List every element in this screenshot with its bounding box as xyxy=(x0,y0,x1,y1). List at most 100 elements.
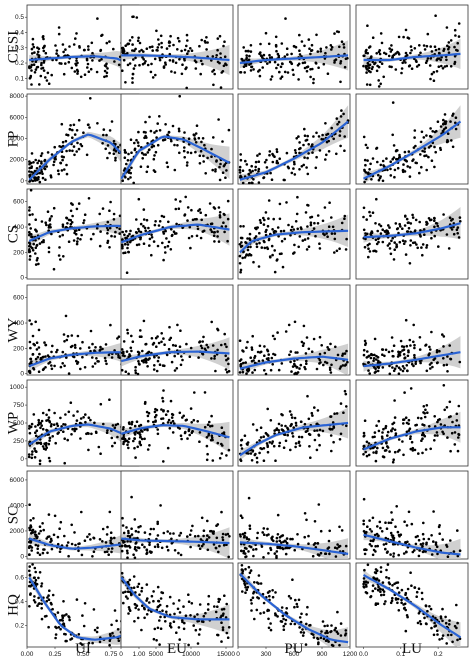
scatter-point xyxy=(214,546,218,550)
scatter-point xyxy=(28,574,32,577)
scatter-point xyxy=(241,181,245,185)
scatter-point xyxy=(428,345,431,349)
scatter-point xyxy=(248,527,252,530)
scatter-point xyxy=(433,621,436,625)
scatter-point xyxy=(365,218,369,221)
scatter-point xyxy=(211,168,214,172)
scatter-point xyxy=(384,547,387,551)
scatter-point xyxy=(61,362,64,365)
scatter-point xyxy=(442,432,445,436)
scatter-point xyxy=(131,72,135,76)
scatter-point xyxy=(71,149,74,153)
scatter-point xyxy=(52,206,56,210)
scatter-point xyxy=(426,57,430,60)
scatter-point xyxy=(446,555,450,558)
scatter-point xyxy=(390,511,393,514)
scatter-point xyxy=(442,213,445,216)
scatter-point xyxy=(251,169,254,173)
scatter-point xyxy=(385,568,388,572)
panel-wp-eu xyxy=(120,379,234,467)
scatter-point xyxy=(196,613,199,616)
scatter-point xyxy=(316,214,320,217)
scatter-point xyxy=(89,329,93,333)
scatter-point xyxy=(423,154,426,158)
scatter-point xyxy=(50,603,53,606)
scatter-point xyxy=(413,136,416,139)
scatter-point xyxy=(30,83,33,86)
scatter-point xyxy=(33,595,36,598)
scatter-point xyxy=(453,28,457,32)
scatter-point xyxy=(343,135,347,138)
scatter-point xyxy=(155,413,158,417)
scatter-point xyxy=(189,529,193,532)
scatter-point xyxy=(161,364,165,367)
scatter-point xyxy=(394,525,397,528)
scatter-point xyxy=(206,548,210,552)
scatter-point xyxy=(125,271,129,275)
scatter-point xyxy=(366,68,369,71)
scatter-point xyxy=(434,14,437,17)
x-tick-label: 0.0 xyxy=(359,651,368,656)
scatter-point xyxy=(280,75,284,78)
scatter-point xyxy=(32,576,36,580)
scatter-point xyxy=(408,175,412,178)
scatter-point xyxy=(278,202,282,206)
scatter-point xyxy=(221,171,225,174)
scatter-point xyxy=(208,420,211,424)
scatter-point xyxy=(243,531,247,535)
scatter-point xyxy=(41,66,45,70)
scatter-point xyxy=(282,229,286,233)
scatter-point xyxy=(165,47,169,50)
scatter-point xyxy=(421,542,425,545)
scatter-point xyxy=(184,614,188,617)
scatter-point xyxy=(193,138,197,141)
scatter-point xyxy=(259,426,263,430)
fit-line xyxy=(239,541,349,555)
scatter-point xyxy=(339,62,342,65)
scatter-point xyxy=(421,253,424,257)
scatter-point xyxy=(117,63,121,67)
scatter-point xyxy=(52,163,55,167)
scatter-point xyxy=(128,232,131,236)
scatter-point xyxy=(124,44,127,47)
scatter-point xyxy=(29,524,32,527)
scatter-point xyxy=(274,45,278,48)
scatter-point xyxy=(34,252,37,255)
scatter-point xyxy=(104,147,107,151)
scatter-point xyxy=(418,171,421,175)
y-tick-label: 0.4 xyxy=(15,29,24,36)
scatter-point xyxy=(377,429,381,433)
scatter-point xyxy=(443,408,447,412)
scatter-point xyxy=(273,270,277,274)
scatter-point xyxy=(62,622,66,626)
scatter-point xyxy=(210,414,213,418)
scatter-point xyxy=(334,555,338,558)
scatter-point xyxy=(30,532,33,535)
scatter-point xyxy=(390,429,393,432)
scatter-point xyxy=(28,605,31,608)
scatter-point xyxy=(138,431,141,434)
scatter-point xyxy=(37,441,40,445)
scatter-point xyxy=(290,225,294,229)
scatter-point xyxy=(60,122,64,126)
fit-line xyxy=(363,222,461,239)
scatter-point xyxy=(34,357,38,361)
scatter-point xyxy=(108,643,111,647)
scatter-point xyxy=(420,433,424,437)
scatter-point xyxy=(315,367,319,371)
scatter-point xyxy=(155,129,158,133)
scatter-point xyxy=(218,178,222,182)
scatter-point xyxy=(364,143,368,147)
scatter-point xyxy=(39,421,42,425)
scatter-point xyxy=(171,233,174,237)
scatter-point xyxy=(304,643,308,646)
scatter-point xyxy=(290,52,293,56)
scatter-point xyxy=(449,357,453,361)
scatter-point xyxy=(247,452,250,455)
fit-line xyxy=(239,120,349,181)
scatter-point xyxy=(137,243,141,246)
fit-line xyxy=(363,52,461,62)
scatter-point xyxy=(394,222,398,225)
scatter-point xyxy=(383,51,386,55)
scatter-point xyxy=(114,156,117,160)
